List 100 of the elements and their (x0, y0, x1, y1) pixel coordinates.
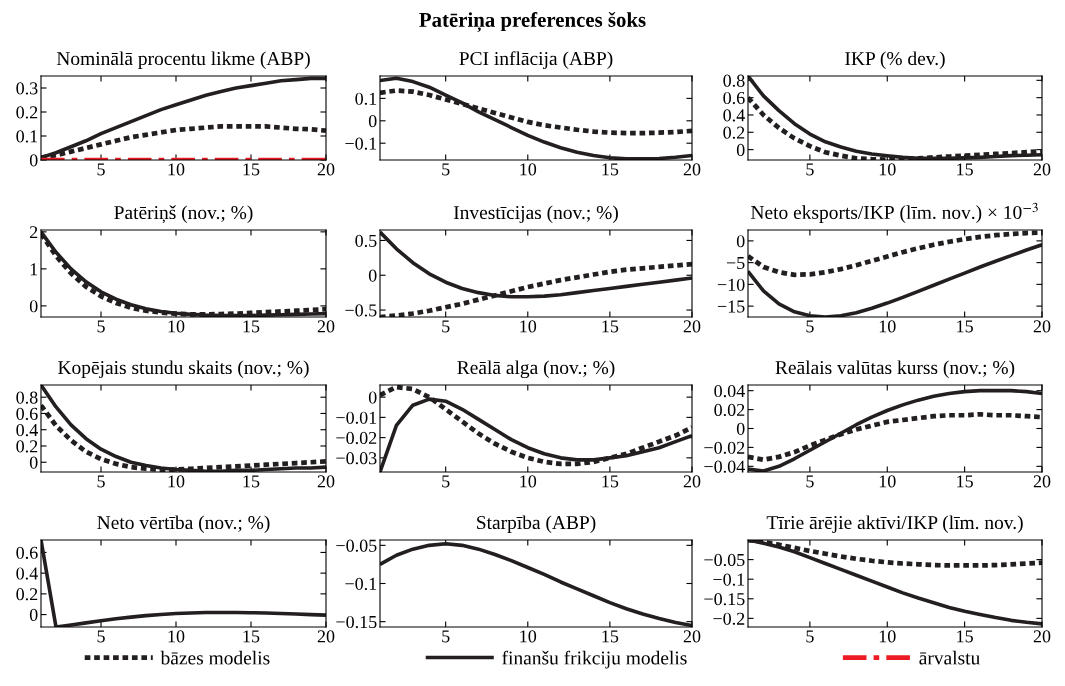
line-series (380, 542, 692, 627)
chart-title: Tīrie ārējie aktīvi/IKP (līm. nov.) (766, 515, 1023, 534)
x-tick-label: 10 (168, 320, 185, 333)
y-tick-label: 0 (736, 143, 745, 157)
x-tick-label: 15 (243, 630, 260, 643)
y-tick-label: 0 (736, 235, 745, 248)
x-tick-label: 20 (683, 320, 701, 333)
y-tick-label: 0.02 (714, 403, 745, 417)
x-tick-label: 15 (243, 475, 260, 488)
x-tick-label: 5 (442, 630, 450, 643)
y-tick-label: 0 (29, 456, 38, 469)
y-tick-label: 0.4 (16, 567, 38, 580)
x-tick-label: 15 (602, 475, 619, 488)
line-series (380, 76, 692, 160)
y-tick-label: −0.15 (704, 593, 745, 606)
x-tick-label: 20 (317, 320, 335, 333)
y-tick-label: −0.03 (336, 452, 377, 465)
x-tick-label: 5 (442, 163, 450, 176)
y-tick-label: −0.1 (345, 137, 377, 150)
y-tick-label: 0.4 (16, 423, 38, 437)
x-tick-label: 10 (879, 320, 896, 333)
y-tick-label: 0 (368, 269, 377, 282)
y-tick-label: 0 (29, 154, 38, 167)
y-tick-label: 0 (368, 115, 377, 128)
line-series (41, 540, 326, 627)
x-tick-label: 20 (1033, 320, 1051, 333)
chart-title: Neto eksports/IKP (līm. nov.) × 10$^{−3}$ (750, 202, 1038, 223)
chart-title: Patēriņš (nov.; %) (114, 205, 253, 224)
legend-label: ārvalstu (919, 650, 980, 665)
x-tick-label: 20 (1033, 163, 1051, 176)
chart-title: Starpība (ABP) (477, 515, 596, 534)
y-tick-label: −0.05 (336, 539, 377, 552)
x-tick-label: 10 (879, 475, 896, 488)
y-tick-label: −0.15 (336, 615, 377, 629)
chart-title: Kopējais stundu skaits (nov.; %) (58, 360, 309, 379)
x-tick-label: 5 (97, 630, 105, 643)
x-tick-label: 20 (317, 475, 335, 488)
x-tick-label: 5 (442, 475, 450, 488)
x-tick-label: 15 (602, 630, 619, 643)
y-tick-label: 2 (29, 226, 38, 239)
y-tick-label: −5 (726, 257, 745, 270)
y-tick-label: −0.05 (704, 553, 745, 567)
y-tick-label: 0.1 (16, 130, 38, 143)
y-tick-label: 0.1 (355, 92, 377, 105)
x-tick-label: 15 (602, 163, 619, 176)
x-tick-label: 10 (520, 630, 537, 643)
chart-title: Investīcijas (nov.; %) (453, 205, 618, 224)
x-tick-label: 10 (879, 630, 896, 643)
legend-label: bāzes modelis (160, 650, 270, 665)
y-tick-label: −0.1 (345, 577, 377, 591)
chart-title: Reālā alga (nov.; %) (457, 360, 615, 379)
y-tick-label: −0.2 (713, 612, 745, 625)
y-tick-label: −0.01 (336, 411, 377, 424)
y-tick-label: 1 (30, 263, 38, 276)
x-tick-label: 10 (879, 163, 896, 176)
x-tick-label: 5 (806, 163, 814, 176)
x-tick-label: 5 (806, 630, 814, 643)
x-tick-label: 10 (168, 475, 185, 488)
y-tick-label: 0.4 (723, 109, 745, 122)
x-tick-label: 15 (957, 320, 973, 333)
y-tick-label: 0.8 (16, 391, 38, 404)
x-tick-label: 15 (243, 163, 260, 176)
x-tick-label: 10 (168, 163, 185, 176)
chart-title: Neto vērtība (nov.; %) (97, 515, 270, 534)
x-tick-label: 10 (520, 320, 537, 333)
y-tick-label: 0.2 (16, 588, 38, 601)
y-tick-label: 0.6 (16, 407, 38, 420)
y-tick-label: 0.5 (355, 234, 377, 247)
y-tick-label: −0.02 (336, 431, 377, 445)
chart-title: Reālais valūtas kurss (nov.; %) (775, 360, 1015, 379)
y-tick-label: 0.2 (723, 126, 745, 139)
y-tick-label: 0 (29, 300, 38, 313)
x-tick-label: 20 (683, 630, 701, 643)
x-tick-label: 15 (602, 320, 619, 333)
line-series (748, 388, 1042, 472)
chart-title: PCI inflācija (ABP) (459, 51, 613, 70)
x-tick-label: 15 (957, 630, 973, 643)
y-tick-label: −0.1 (713, 573, 745, 586)
y-tick-label: 0.8 (723, 74, 745, 87)
y-tick-label: 0.6 (723, 91, 745, 105)
x-tick-label: 20 (317, 163, 335, 176)
x-tick-label: 5 (97, 163, 105, 176)
x-tick-label: 15 (243, 320, 260, 333)
text: Patēriņa preferences šoks (419, 12, 646, 32)
x-tick-label: 10 (520, 475, 537, 488)
x-tick-label: 15 (957, 163, 973, 176)
x-tick-label: 5 (97, 320, 105, 333)
y-tick-label: −0.5 (345, 304, 377, 317)
y-tick-label: 0 (368, 391, 377, 404)
x-tick-label: 10 (520, 163, 537, 176)
y-tick-label: −0.04 (704, 460, 745, 473)
x-tick-label: 20 (1033, 475, 1051, 488)
x-tick-label: 5 (806, 475, 814, 488)
y-tick-label: −0.02 (704, 441, 745, 454)
y-tick-label: 0.6 (16, 546, 38, 559)
x-tick-label: 20 (683, 163, 701, 176)
line-series (748, 76, 1042, 160)
x-tick-label: 5 (442, 320, 450, 333)
y-tick-label: 0 (29, 608, 38, 622)
x-tick-label: 5 (806, 320, 814, 333)
